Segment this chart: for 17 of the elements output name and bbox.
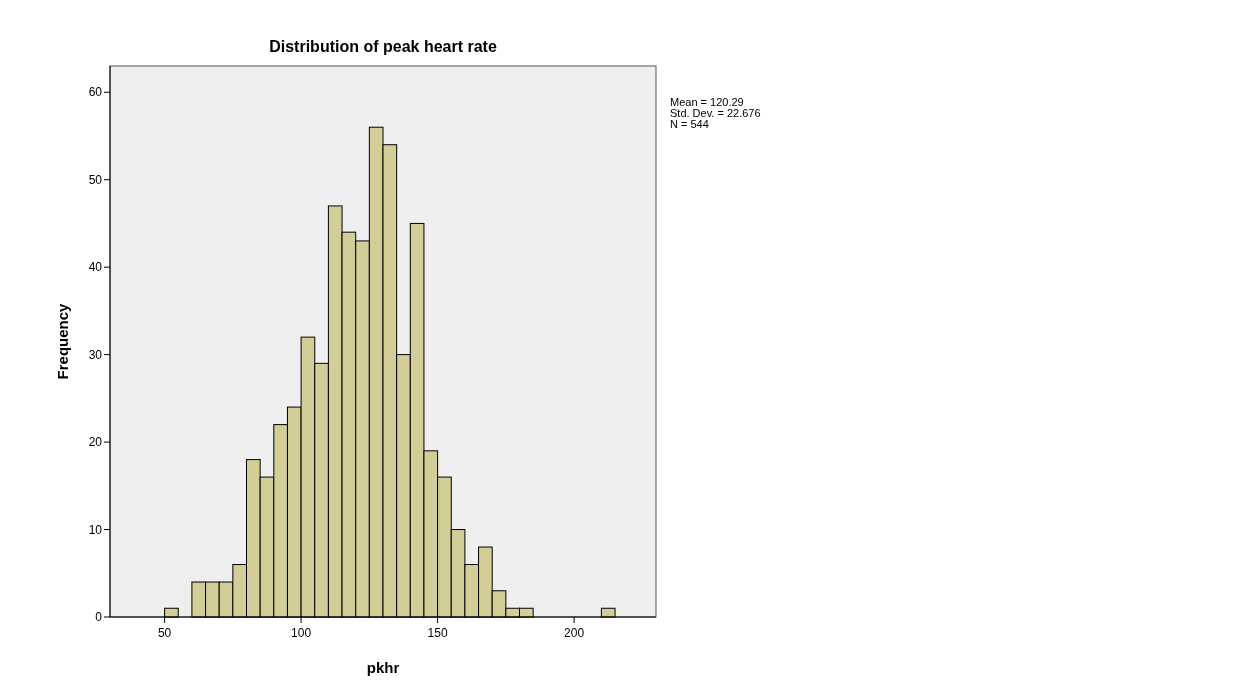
x-tick-label: 50 [157, 626, 172, 640]
chart-title: Distribution of peak heart rate [269, 38, 497, 55]
text: Mean = 120.29 [670, 96, 744, 108]
y-tick-label: 20 [88, 435, 103, 450]
y-tick-label: 30 [88, 347, 103, 362]
y-axis-title: Frequency [54, 302, 71, 380]
y-tick-label: 50 [88, 172, 103, 187]
x-tick-label: 100 [291, 626, 312, 640]
y-tick-label: 60 [88, 85, 103, 100]
x-tick-label: 200 [564, 626, 585, 640]
x-axis-title: pkhr [366, 659, 400, 676]
text: N = 544 [670, 118, 709, 130]
y-tick-label: 0 [95, 610, 103, 625]
y-tick-label: 10 [88, 522, 103, 537]
x-tick-label: 150 [427, 626, 448, 640]
text: Std. Dev. = 22.676 [670, 107, 761, 119]
y-tick-label: 40 [88, 260, 103, 275]
